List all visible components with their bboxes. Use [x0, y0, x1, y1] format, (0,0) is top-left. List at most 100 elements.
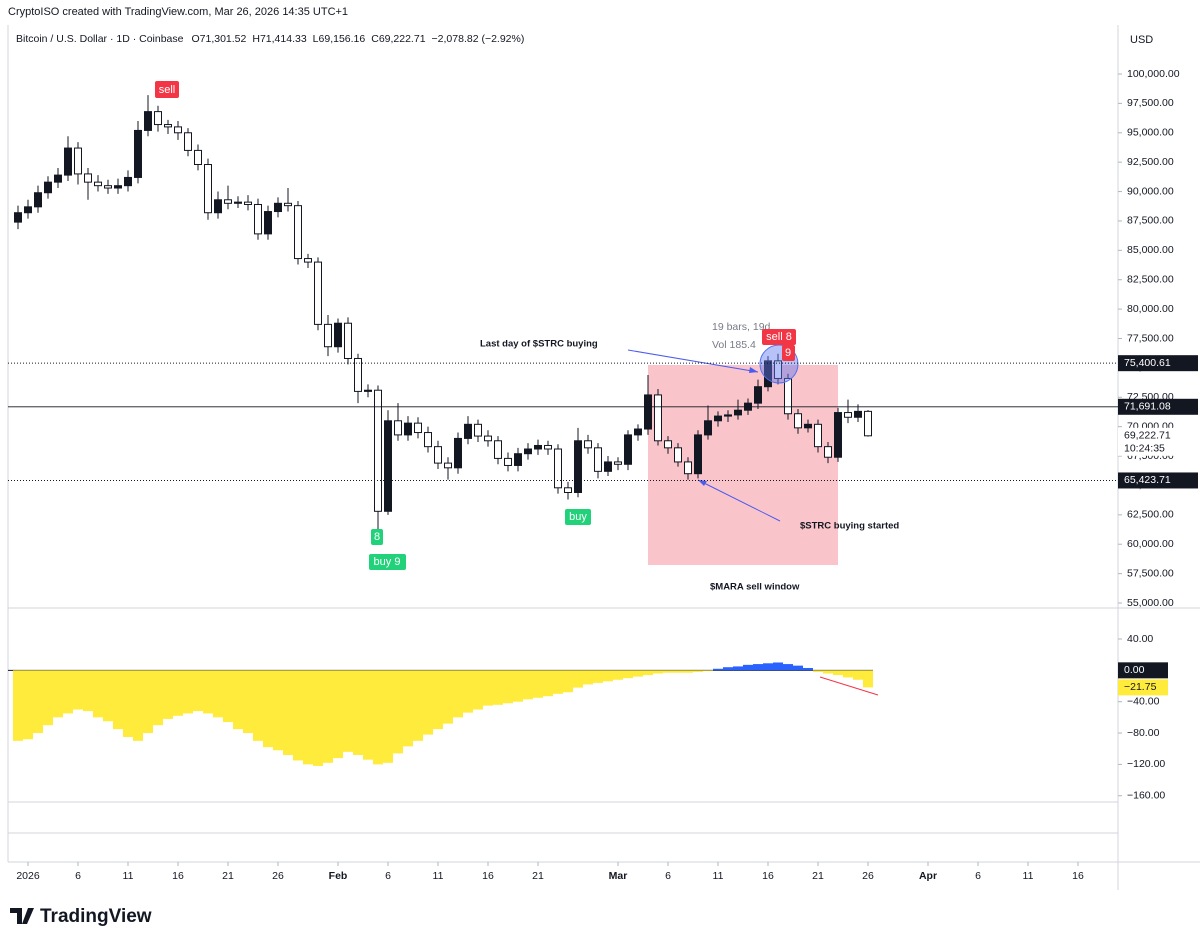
histogram-bar — [143, 670, 153, 734]
candle-body — [34, 192, 42, 208]
histogram-bar — [593, 670, 603, 683]
histogram-bar — [423, 670, 433, 735]
x-tick-label: Apr — [919, 870, 937, 882]
histogram-bar — [763, 663, 773, 671]
candle-body — [634, 428, 642, 436]
candle-body — [644, 394, 652, 430]
candle-body — [564, 487, 572, 494]
candle-body — [694, 434, 702, 475]
histogram-bar — [853, 670, 863, 680]
marks — [8, 95, 873, 766]
candle-body — [674, 447, 682, 463]
candle-body — [114, 185, 122, 189]
baseline-label: 0.00 — [1124, 664, 1145, 676]
histogram-bar — [383, 670, 393, 763]
signal: 9 — [785, 347, 791, 359]
x-tick-label: 26 — [272, 870, 284, 882]
histogram-bar — [53, 670, 63, 718]
candle-body — [154, 111, 162, 126]
histogram-bar — [93, 670, 103, 718]
candle-body — [464, 423, 472, 439]
y-tick-label: 57,500.00 — [1127, 567, 1174, 579]
brand: TradingView — [10, 906, 152, 927]
candle-body — [504, 457, 512, 466]
candle-body — [444, 462, 452, 469]
signal: sell — [159, 84, 176, 96]
candle-body — [624, 434, 632, 465]
credit: CryptoISO created with TradingView.com, … — [8, 6, 348, 18]
candle-body — [514, 453, 522, 466]
histogram-bar — [773, 662, 783, 671]
histogram-bar — [833, 670, 843, 676]
candle-body — [794, 413, 802, 429]
histogram-bar — [753, 664, 763, 671]
price-label: 75,400.61 — [1124, 357, 1171, 369]
candle-body — [334, 322, 342, 348]
histogram-bar — [343, 670, 353, 752]
histogram-bar — [183, 670, 193, 714]
histogram-bar — [633, 670, 643, 677]
candle-body — [294, 205, 302, 260]
brand-name: TradingView — [40, 906, 152, 927]
histogram-bar — [723, 667, 733, 671]
arrow-head — [749, 367, 758, 373]
candle-body — [74, 147, 82, 175]
histogram-bar — [683, 670, 693, 673]
candle-body — [734, 409, 742, 416]
histogram-bar — [123, 670, 133, 737]
x-tick-label: 11 — [713, 870, 724, 882]
histogram-bar — [463, 670, 473, 713]
x-tick-label: 6 — [75, 870, 81, 882]
histogram-bar — [613, 670, 623, 680]
last-value-label: −21.75 — [1124, 681, 1157, 693]
histogram-bar — [133, 670, 143, 741]
x-tick-label: 11 — [433, 870, 444, 882]
histogram-bar — [13, 670, 23, 741]
candle-body — [94, 181, 102, 187]
candle-body — [434, 446, 442, 464]
histogram-bar — [173, 670, 183, 716]
histogram-bar — [433, 670, 443, 730]
histogram-bar — [283, 670, 293, 755]
sell-window — [648, 365, 838, 565]
ohlc-open: O71,301.52 — [191, 33, 246, 45]
histogram-bar — [43, 670, 53, 726]
candle-body — [554, 448, 562, 489]
candle-body — [724, 414, 732, 417]
histogram-bar — [523, 670, 533, 700]
x-tick-label: 21 — [222, 870, 234, 882]
candle-body — [324, 323, 332, 348]
y-tick-label: 40.00 — [1127, 633, 1153, 645]
candle-body — [424, 432, 432, 448]
candle-body — [314, 261, 322, 325]
histogram-bar — [103, 670, 113, 722]
histogram-bar — [583, 670, 593, 685]
histogram-bar — [843, 670, 853, 678]
x-tick-label: 11 — [123, 870, 134, 882]
currency[interactable]: USD — [1130, 34, 1153, 46]
histogram-bar — [703, 670, 713, 672]
histogram-bar — [573, 670, 583, 688]
y-tick-label: 97,500.00 — [1127, 97, 1174, 109]
histogram-bar — [23, 670, 33, 740]
countdown: 10:24:35 — [1124, 443, 1165, 455]
y-tick-label: 87,500.00 — [1127, 215, 1174, 227]
x-tick-label: 26 — [862, 870, 874, 882]
candle-body — [24, 206, 32, 214]
candle-body — [854, 410, 862, 418]
candle-body — [404, 422, 412, 436]
candle-body — [454, 437, 462, 469]
histogram-bar — [733, 666, 743, 671]
x-tick-label: 16 — [762, 870, 774, 882]
candle-body — [534, 444, 542, 450]
x-tick-label: 2026 — [16, 870, 40, 882]
price-label-box — [1118, 472, 1198, 489]
histogram-bar — [313, 670, 323, 766]
y-tick-label: 92,500.00 — [1127, 156, 1174, 168]
histogram-bar — [443, 670, 453, 724]
histogram-bar — [263, 670, 273, 748]
candle-body — [284, 202, 292, 207]
histogram-bar — [623, 670, 633, 679]
histogram-bar — [193, 670, 203, 712]
